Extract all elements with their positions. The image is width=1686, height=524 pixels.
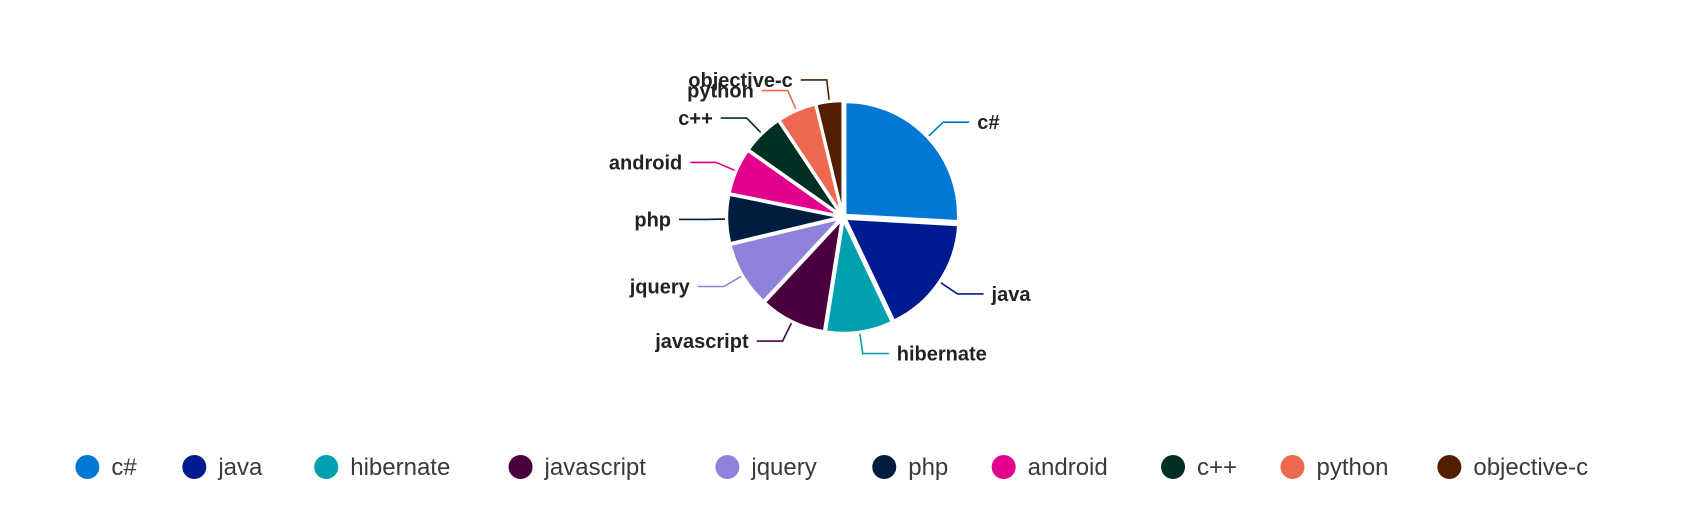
leader-line-hibernate [859, 333, 889, 355]
legend-marker-objective-c [1437, 455, 1462, 479]
pie-slice-javascript[interactable] [763, 218, 843, 333]
pie-slice-jquery[interactable] [729, 217, 842, 303]
legend-label-objective-c: objective-c [1473, 454, 1588, 481]
legend-label-javascript: javascript [544, 454, 647, 481]
pie-slices [725, 99, 960, 335]
leader-line-android [690, 161, 735, 172]
leader-line-objective-c [800, 79, 830, 100]
pie-slice-csharp[interactable] [843, 100, 960, 223]
legend: c# java hibernate javascript jquery php androi… [75, 454, 1588, 481]
slice-label-android: android [609, 152, 682, 174]
label-leader-lines [679, 79, 984, 355]
legend-label-java: java [217, 454, 263, 481]
legend-label-android: android [1028, 454, 1108, 481]
legend-label-php: php [908, 454, 948, 481]
legend-item-python[interactable]: python [1280, 454, 1389, 481]
legend-marker-hibernate [314, 455, 339, 479]
legend-item-php[interactable]: php [872, 454, 948, 481]
legend-marker-csharp [75, 455, 100, 479]
pie-slice-hibernate[interactable] [824, 218, 894, 335]
legend-label-python: python [1316, 454, 1388, 481]
legend-item-csharp[interactable]: c# [75, 454, 137, 481]
slice-label-javascript: javascript [654, 331, 749, 353]
slice-label-objective-c: objective-c [688, 70, 792, 92]
legend-item-hibernate[interactable]: hibernate [314, 454, 450, 481]
leader-line-cplusplus [720, 117, 762, 133]
legend-label-csharp: c# [111, 454, 137, 481]
leader-line-jquery [697, 275, 742, 288]
legend-item-cplusplus[interactable]: c++ [1161, 454, 1237, 481]
leader-line-csharp [928, 121, 970, 137]
legend-marker-java [182, 455, 207, 479]
legend-marker-php [872, 455, 897, 479]
slice-label-csharp: c# [977, 112, 999, 134]
slice-label-php: php [634, 209, 671, 231]
pie-slice-php[interactable] [725, 193, 842, 245]
slice-label-jquery: jquery [629, 277, 691, 299]
slice-label-python: python [687, 81, 754, 103]
legend-label-cplusplus: c++ [1197, 454, 1237, 481]
slice-labels: c# java hibernate javascript jquery php androi… [609, 70, 1031, 366]
legend-marker-python [1280, 455, 1305, 479]
legend-label-hibernate: hibernate [350, 454, 450, 481]
leader-line-javascript [756, 322, 793, 342]
legend-item-javascript[interactable]: javascript [508, 454, 647, 481]
slice-label-java: java [991, 284, 1032, 306]
legend-item-android[interactable]: android [991, 454, 1108, 481]
legend-item-jquery[interactable]: jquery [715, 454, 817, 481]
legend-marker-android [991, 455, 1016, 479]
leader-line-python [761, 89, 797, 110]
slice-label-cplusplus: c++ [678, 108, 712, 130]
pie-slice-objective-c[interactable] [814, 99, 844, 216]
legend-item-objective-c[interactable]: objective-c [1437, 454, 1588, 481]
legend-item-java[interactable]: java [182, 454, 263, 481]
slice-label-hibernate: hibernate [897, 344, 987, 366]
pie-slice-java[interactable] [844, 217, 960, 322]
legend-marker-jquery [715, 455, 740, 479]
leader-line-java [940, 282, 984, 295]
legend-label-jquery: jquery [750, 454, 816, 481]
legend-marker-javascript [508, 455, 533, 479]
legend-marker-cplusplus [1161, 455, 1186, 479]
